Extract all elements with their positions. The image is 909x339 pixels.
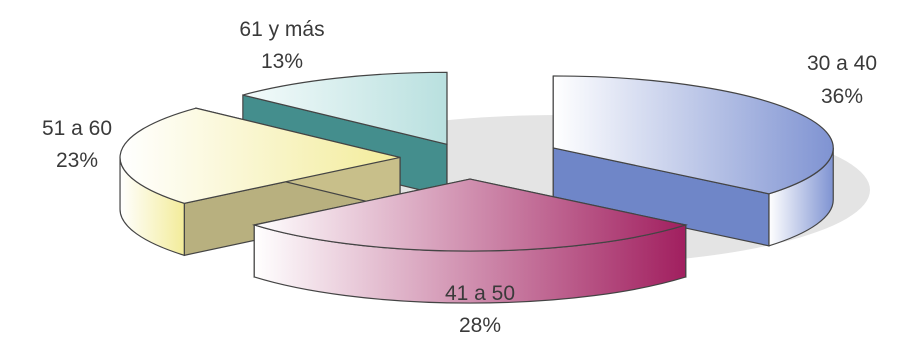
slice-label-30-a-40: 30 a 40 [807, 52, 877, 75]
slice-value-41-a-50: 28% [459, 314, 501, 337]
slice-label-61-y-mas: 61 y más [239, 18, 324, 41]
slice-value-30-a-40: 36% [821, 85, 863, 108]
slice-value-51-a-60: 23% [56, 149, 98, 172]
pie-slice-41-a-50 [251, 178, 689, 304]
slice-value-61-y-mas: 13% [261, 50, 303, 73]
slice-label-51-a-60: 51 a 60 [42, 117, 112, 140]
slice-top-30-a-40 [552, 75, 834, 195]
slice-label-41-a-50: 41 a 50 [445, 282, 515, 305]
pie-slices [119, 71, 834, 304]
slice-top-61-y-mas [242, 71, 448, 146]
pie-slice-30-a-40 [552, 75, 834, 247]
slice-top-41-a-50 [251, 178, 689, 252]
pie-slice-51-a-60 [119, 107, 401, 257]
slice-top-51-a-60 [119, 107, 401, 204]
